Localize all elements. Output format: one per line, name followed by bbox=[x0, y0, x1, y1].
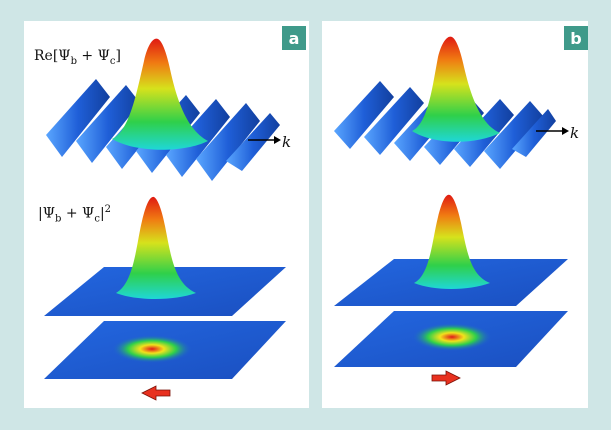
projection-spot bbox=[412, 323, 492, 351]
wave-vector-label: k bbox=[570, 124, 580, 142]
panel-a: a Re[Ψb + Ψc] |Ψb + Ψc|2 k bbox=[24, 21, 309, 408]
motion-arrow-right bbox=[431, 370, 461, 386]
projection-spot bbox=[112, 335, 192, 363]
wave-vector-arrow bbox=[536, 127, 569, 135]
probability-density-equation: |Ψb + Ψc|2 bbox=[38, 204, 112, 225]
motion-arrow-left bbox=[141, 385, 171, 401]
panel-a-illustration bbox=[44, 38, 286, 401]
wave-packet-peak bbox=[112, 38, 208, 150]
panel-b-illustration bbox=[334, 36, 569, 386]
wave-packet-peak bbox=[412, 36, 500, 142]
wave-vector-arrow bbox=[248, 136, 281, 144]
density-peak bbox=[116, 196, 196, 299]
panel-label-badge: a bbox=[282, 26, 306, 50]
panel-b: b k bbox=[322, 21, 588, 408]
real-part-equation: Re[Ψb + Ψc] bbox=[34, 48, 121, 67]
density-peak bbox=[414, 194, 490, 289]
wave-vector-label: k bbox=[282, 133, 292, 151]
panel-label-badge: b bbox=[564, 26, 588, 50]
